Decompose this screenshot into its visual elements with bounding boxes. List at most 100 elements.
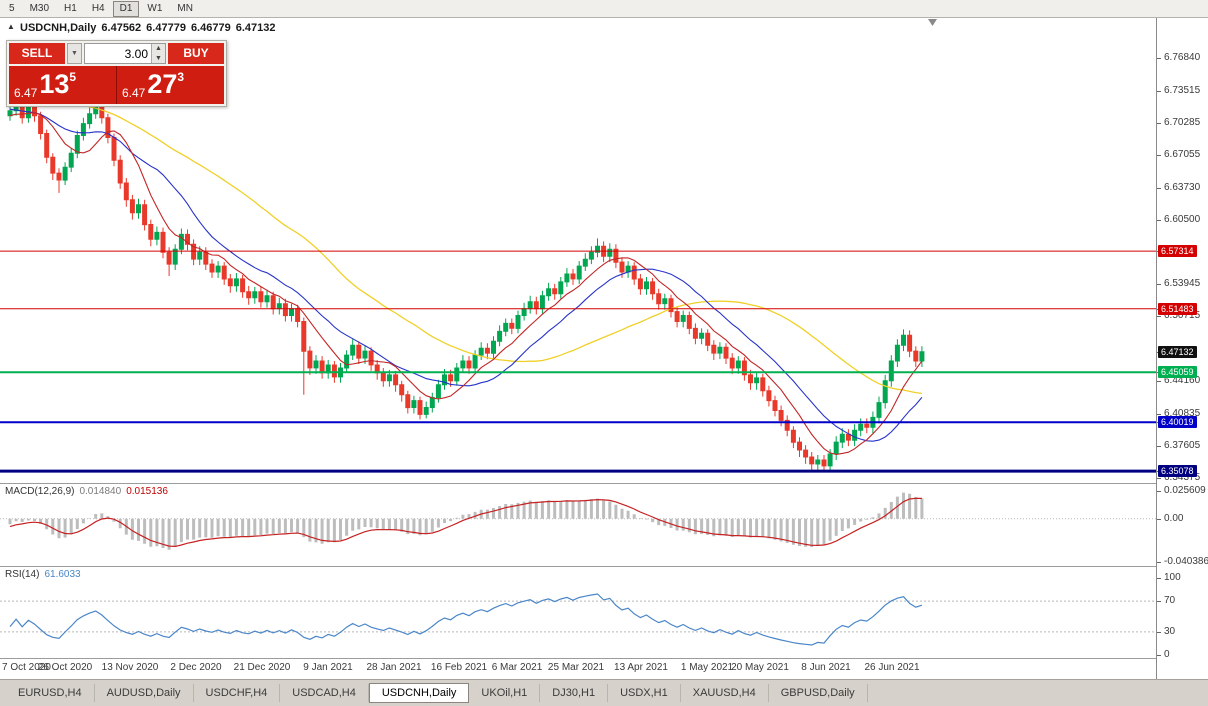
price-tick-label: 6.73515 bbox=[1164, 85, 1201, 96]
price-axis[interactable]: 6.76840 6.73515 6.70285 6.67055 6.63730 6.605… bbox=[1156, 18, 1208, 679]
price-level-flag: 6.51483 bbox=[1158, 303, 1197, 315]
rsi-line bbox=[9, 593, 923, 646]
volume-spinner: ▲ ▼ bbox=[151, 44, 165, 63]
trade-prices-row: 6.47 13 5 6.47 27 3 bbox=[9, 66, 224, 104]
price-tick-label: 6.34375 bbox=[1164, 472, 1201, 483]
symbol-tab-usdx-h1[interactable]: USDX,H1 bbox=[608, 684, 681, 702]
price-level-flag: 6.47132 bbox=[1158, 346, 1197, 358]
macd-indicator-chart[interactable] bbox=[0, 484, 1156, 566]
date-label: 16 Feb 2021 bbox=[430, 662, 488, 673]
date-label: 13 Apr 2021 bbox=[614, 662, 668, 673]
volume-field: ▲ ▼ bbox=[84, 43, 166, 64]
axis-tick bbox=[1157, 478, 1161, 479]
price-tick-label: 6.50715 bbox=[1164, 310, 1201, 321]
date-label: 2 Dec 2020 bbox=[170, 662, 222, 673]
date-label: 26 Oct 2020 bbox=[37, 662, 93, 673]
price-tick-label: 6.53945 bbox=[1164, 278, 1201, 289]
axis-tick bbox=[1157, 632, 1161, 633]
rsi-indicator-chart[interactable] bbox=[0, 567, 1156, 658]
timeframe-button-h4[interactable]: H4 bbox=[85, 1, 112, 17]
symbol-tab-audusd-daily[interactable]: AUDUSD,Daily bbox=[95, 684, 194, 702]
price-tick-label: 6.76840 bbox=[1164, 52, 1201, 63]
sell-price-pipette: 5 bbox=[69, 70, 77, 84]
price-tick-label: 70 bbox=[1164, 595, 1176, 606]
rsi-header: RSI(14) 61.6033 bbox=[5, 569, 81, 580]
buy-price-pipette: 3 bbox=[177, 70, 185, 84]
timeframe-button-w1[interactable]: W1 bbox=[140, 1, 169, 17]
symbol-tab-eurusd-h4[interactable]: EURUSD,H4 bbox=[6, 684, 95, 702]
symbol-tab-usdcnh-daily[interactable]: USDCNH,Daily bbox=[368, 683, 470, 703]
buy-price-button[interactable]: 6.47 27 3 bbox=[117, 66, 224, 104]
volume-input[interactable] bbox=[84, 43, 166, 64]
chart-shift-marker[interactable] bbox=[928, 19, 937, 26]
axis-tick bbox=[1157, 58, 1161, 59]
ma-slow-line bbox=[9, 84, 922, 395]
price-tick-label: 100 bbox=[1164, 572, 1181, 583]
axis-tick bbox=[1157, 655, 1161, 656]
ohlc-close: 6.47132 bbox=[235, 22, 276, 34]
date-label: 21 Dec 2020 bbox=[233, 662, 291, 673]
date-label: 6 Mar 2021 bbox=[491, 662, 543, 673]
date-label: 26 Jun 2021 bbox=[864, 662, 920, 673]
axis-tick bbox=[1157, 220, 1161, 221]
price-tick-label: 30 bbox=[1164, 626, 1176, 637]
sell-button[interactable]: SELL bbox=[9, 43, 65, 64]
symbol-tab-usdchf-h4[interactable]: USDCHF,H4 bbox=[194, 684, 281, 702]
ohlc-open: 6.47562 bbox=[101, 22, 142, 34]
price-tick-label: 6.37605 bbox=[1164, 440, 1201, 451]
axis-tick bbox=[1157, 123, 1161, 124]
symbol-tab-gbpusd-daily[interactable]: GBPUSD,Daily bbox=[769, 684, 868, 702]
axis-tick bbox=[1157, 414, 1161, 415]
sell-price-button[interactable]: 6.47 13 5 bbox=[9, 66, 117, 104]
timeframe-button-d1[interactable]: D1 bbox=[112, 0, 140, 17]
one-click-collapse-icon[interactable]: ▲ bbox=[7, 22, 15, 31]
timeframe-button-mn[interactable]: MN bbox=[170, 1, 200, 17]
price-level-flag: 6.40019 bbox=[1158, 416, 1197, 428]
date-label: 25 Mar 2021 bbox=[547, 662, 605, 673]
chevron-down-icon: ▼ bbox=[71, 50, 78, 57]
price-level-flag: 6.35078 bbox=[1158, 465, 1197, 477]
price-tick-label: -0.040386 bbox=[1164, 556, 1208, 567]
axis-tick bbox=[1157, 519, 1161, 520]
timeframe-button-h1[interactable]: H1 bbox=[57, 1, 84, 17]
time-axis[interactable]: 7 Oct 2020 26 Oct 2020 13 Nov 2020 2 Dec 20… bbox=[0, 659, 1156, 679]
date-label: 8 Jun 2021 bbox=[801, 662, 851, 673]
axis-tick bbox=[1157, 188, 1161, 189]
price-tick-label: 6.70285 bbox=[1164, 117, 1201, 128]
price-level-flag: 6.45059 bbox=[1158, 366, 1197, 378]
pane-separator[interactable] bbox=[0, 566, 1208, 567]
symbol-tab-usdcad-h4[interactable]: USDCAD,H4 bbox=[280, 684, 369, 702]
bear-candle-bodies bbox=[19, 99, 919, 467]
volume-decrease-button[interactable]: ▼ bbox=[155, 54, 162, 62]
chart-tab-bar: EURUSD,H4 AUDUSD,Daily USDCHF,H4 USDCAD,H4 U… bbox=[0, 679, 1208, 706]
lot-preset-dropdown[interactable]: ▼ bbox=[67, 43, 82, 64]
symbol-tab-xauusd-h4[interactable]: XAUUSD,H4 bbox=[681, 684, 769, 702]
axis-tick bbox=[1157, 562, 1161, 563]
date-label: 7 Oct 2020 bbox=[2, 662, 51, 673]
trade-controls-row: SELL ▼ ▲ ▼ BUY bbox=[9, 43, 224, 64]
macd-value: 0.014840 bbox=[79, 486, 122, 497]
price-tick-label: 6.44160 bbox=[1164, 375, 1201, 386]
bull-candle-bodies bbox=[7, 99, 925, 467]
symbol-tab-ukoil-h1[interactable]: UKOil,H1 bbox=[469, 684, 541, 702]
pane-separator[interactable] bbox=[0, 483, 1208, 484]
main-price-chart[interactable] bbox=[0, 18, 1156, 483]
timeframe-button-m30[interactable]: M30 bbox=[23, 1, 56, 17]
axis-tick bbox=[1157, 155, 1161, 156]
timeframe-button-5[interactable]: 5 bbox=[2, 1, 22, 17]
symbol-tab-dj30-h1[interactable]: DJ30,H1 bbox=[540, 684, 609, 702]
bull-candle-wicks bbox=[9, 91, 923, 471]
axis-tick bbox=[1157, 91, 1161, 92]
buy-price-prefix: 6.47 bbox=[122, 86, 146, 100]
axis-tick bbox=[1157, 381, 1161, 382]
buy-button[interactable]: BUY bbox=[168, 43, 224, 64]
date-label: 20 May 2021 bbox=[731, 662, 789, 673]
price-tick-label: 6.40835 bbox=[1164, 408, 1201, 419]
volume-increase-button[interactable]: ▲ bbox=[155, 45, 162, 52]
date-label: 1 May 2021 bbox=[680, 662, 734, 673]
ohlc-high: 6.47779 bbox=[146, 22, 186, 34]
timeframe-buttons: 5 M30 H1 H4 D1 W1 MN bbox=[2, 0, 201, 17]
one-click-trading-panel: SELL ▼ ▲ ▼ BUY 6.47 13 5 6.4 bbox=[6, 40, 227, 107]
price-tick-label: 6.60500 bbox=[1164, 214, 1201, 225]
